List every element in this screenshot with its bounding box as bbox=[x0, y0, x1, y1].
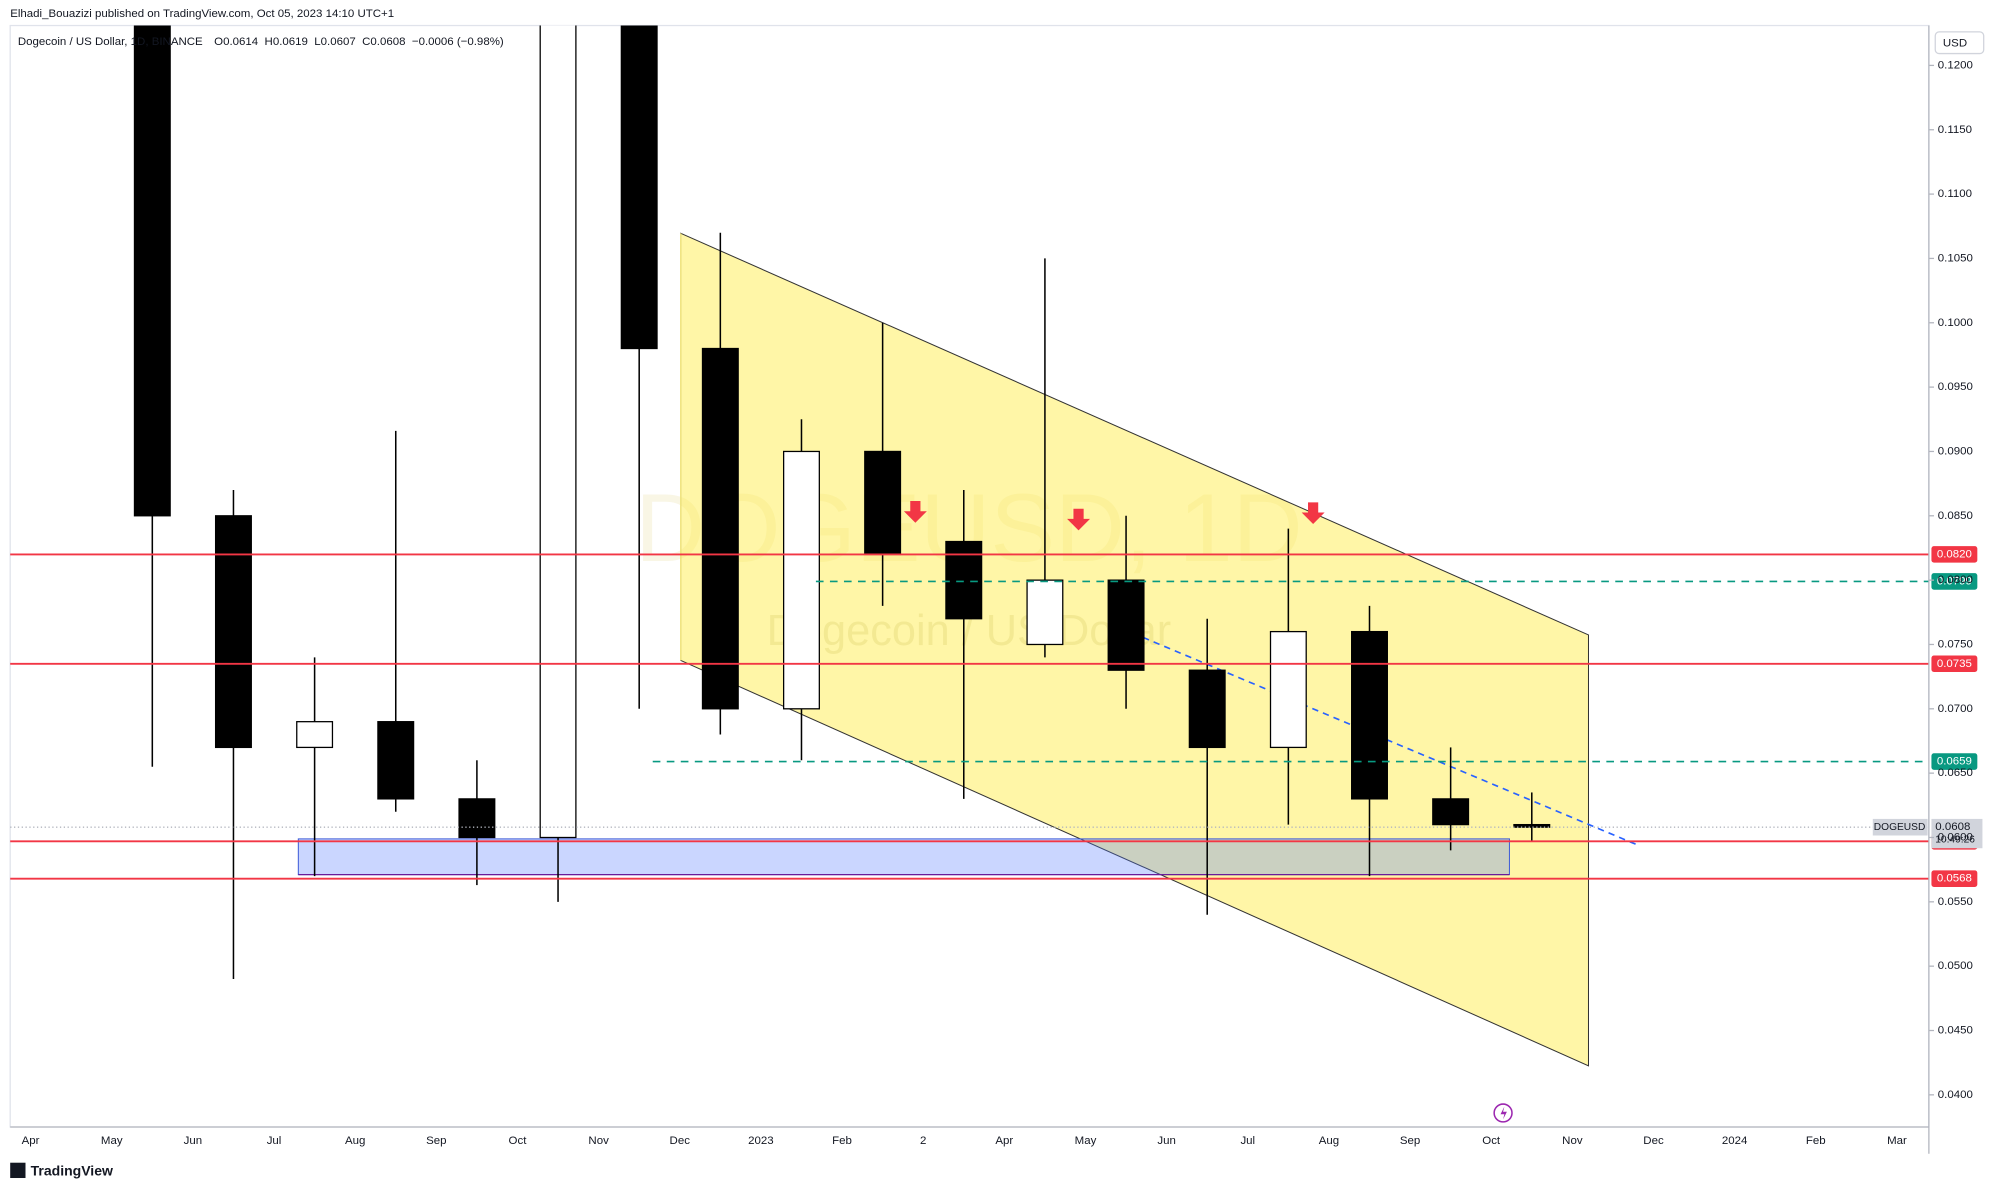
x-tick-label: 2023 bbox=[748, 1135, 774, 1147]
x-tick-label: Oct bbox=[1482, 1135, 1501, 1147]
arrow bbox=[903, 501, 927, 523]
candle-body bbox=[296, 721, 334, 749]
price-label-box bbox=[1931, 573, 1978, 590]
x-tick-label: Feb bbox=[1806, 1135, 1826, 1147]
y-tick-label: 0.1150 bbox=[1938, 124, 1972, 136]
y-tick-label: 0.0950 bbox=[1938, 381, 1973, 393]
x-tick-label: Jun bbox=[1157, 1135, 1176, 1147]
legend-value: H0.0619 bbox=[265, 36, 308, 48]
x-tick-label: 2024 bbox=[1722, 1135, 1748, 1147]
arrow bbox=[1067, 508, 1091, 531]
support-zone bbox=[297, 838, 1510, 876]
price-label-box bbox=[1931, 870, 1978, 887]
y-tick-label: 0.0850 bbox=[1938, 510, 1973, 522]
candle-body bbox=[1026, 579, 1064, 646]
y-tick-label: 0.1000 bbox=[1938, 317, 1973, 329]
symbol-box bbox=[1872, 818, 1928, 836]
x-tick-label: Apr bbox=[22, 1135, 40, 1147]
candle-body bbox=[864, 450, 902, 556]
x-tick-label: Mar bbox=[1887, 1135, 1907, 1147]
price-label-box bbox=[1931, 546, 1978, 563]
x-tick-label: 2 bbox=[920, 1135, 926, 1147]
x-tick-label: Oct bbox=[509, 1135, 528, 1147]
legend: O0.0614 H0.0619 L0.0607 C0.0608 −0.0006 (−0.… bbox=[214, 36, 504, 48]
levels: 0.08200.07990.07350.06590.05970.0568DOGE… bbox=[10, 546, 1983, 887]
candle-body bbox=[620, 25, 658, 350]
candle-body bbox=[458, 798, 496, 839]
candle-body bbox=[539, 25, 577, 839]
countdown: 10:49:26 bbox=[1935, 835, 1975, 846]
candles bbox=[133, 25, 1551, 980]
brand: TradingView bbox=[31, 1162, 113, 1178]
price-label: 0.0659 bbox=[1937, 756, 1972, 768]
candle-body bbox=[782, 450, 820, 710]
y-tick-label: 0.1050 bbox=[1938, 252, 1973, 264]
symbol-label: DOGEUSD bbox=[1874, 822, 1926, 833]
candle-body bbox=[701, 347, 739, 710]
brand-logo bbox=[10, 1162, 26, 1179]
legend-title: Dogecoin / US Dollar, 1D, BINANCE bbox=[18, 36, 203, 48]
x-tick-label: Jul bbox=[1240, 1135, 1255, 1147]
currency: USD bbox=[1943, 37, 1967, 49]
legend-value: −0.0006 (−0.98%) bbox=[412, 36, 504, 48]
y-tick-label: 0.0700 bbox=[1938, 703, 1973, 715]
candle-body bbox=[133, 25, 171, 517]
event-icon[interactable] bbox=[1493, 1103, 1513, 1123]
arrows bbox=[903, 501, 1325, 531]
candle-body bbox=[377, 721, 415, 800]
x-tick-label: Nov bbox=[588, 1135, 609, 1147]
y-tick-label: 0.0650 bbox=[1938, 767, 1973, 779]
candle-body bbox=[1188, 669, 1226, 749]
publisher: Elhadi_Bouazizi published on TradingView… bbox=[10, 8, 394, 20]
candle-body bbox=[945, 540, 983, 620]
price-label: 0.0799 bbox=[1937, 575, 1972, 587]
x-tick-label: Dec bbox=[670, 1135, 691, 1147]
x-tick-label: Sep bbox=[1400, 1135, 1420, 1147]
x-tick-label: Jul bbox=[267, 1135, 282, 1147]
currency-box[interactable] bbox=[1934, 31, 1985, 55]
x-tick-label: Aug bbox=[1319, 1135, 1339, 1147]
y-tick-label: 0.0600 bbox=[1938, 832, 1973, 844]
price-label: 0.0568 bbox=[1937, 873, 1972, 885]
x-tick-label: Dec bbox=[1643, 1135, 1664, 1147]
x-tick-label: Nov bbox=[1562, 1135, 1583, 1147]
legend-value: C0.0608 bbox=[362, 36, 405, 48]
y-tick-label: 0.0400 bbox=[1938, 1089, 1973, 1101]
price-label: 0.0820 bbox=[1937, 548, 1972, 560]
candle-body bbox=[1107, 579, 1145, 671]
x-tick-label: Jun bbox=[184, 1135, 203, 1147]
candle-body bbox=[1513, 823, 1551, 828]
y-tick-label: 0.0450 bbox=[1938, 1025, 1973, 1037]
x-tick-label: Sep bbox=[426, 1135, 446, 1147]
x-tick-label: Apr bbox=[995, 1135, 1013, 1147]
y-tick-label: 0.1200 bbox=[1938, 59, 1973, 71]
candle-body bbox=[1351, 630, 1388, 800]
candle-body bbox=[1432, 798, 1470, 826]
y-tick-label: 0.0500 bbox=[1938, 960, 1973, 972]
y-tick-label: 0.1100 bbox=[1938, 188, 1972, 200]
legend-value: L0.0607 bbox=[314, 36, 355, 48]
y-tick-label: 0.0750 bbox=[1938, 639, 1973, 651]
x-tick-label: May bbox=[1075, 1135, 1097, 1147]
y-tick-label: 0.0550 bbox=[1938, 896, 1973, 908]
x-tick-label: Aug bbox=[345, 1135, 365, 1147]
candle-body bbox=[214, 515, 252, 749]
price-label: 0.0735 bbox=[1937, 658, 1972, 670]
x-tick-label: May bbox=[101, 1135, 123, 1147]
event-icon-bolt bbox=[1500, 1106, 1507, 1120]
legend-value: O0.0614 bbox=[214, 36, 259, 48]
x-tick-label: Feb bbox=[832, 1135, 852, 1147]
y-tick-label: 0.0800 bbox=[1938, 574, 1973, 586]
price-label-box bbox=[1931, 753, 1978, 770]
y-tick-label: 0.0900 bbox=[1938, 445, 1973, 457]
last-price-box bbox=[1931, 818, 1983, 849]
candle-body bbox=[1269, 630, 1307, 749]
price-label-box bbox=[1931, 655, 1978, 673]
arrow bbox=[1301, 502, 1325, 524]
last-price-label: 0.0608 bbox=[1935, 821, 1970, 833]
